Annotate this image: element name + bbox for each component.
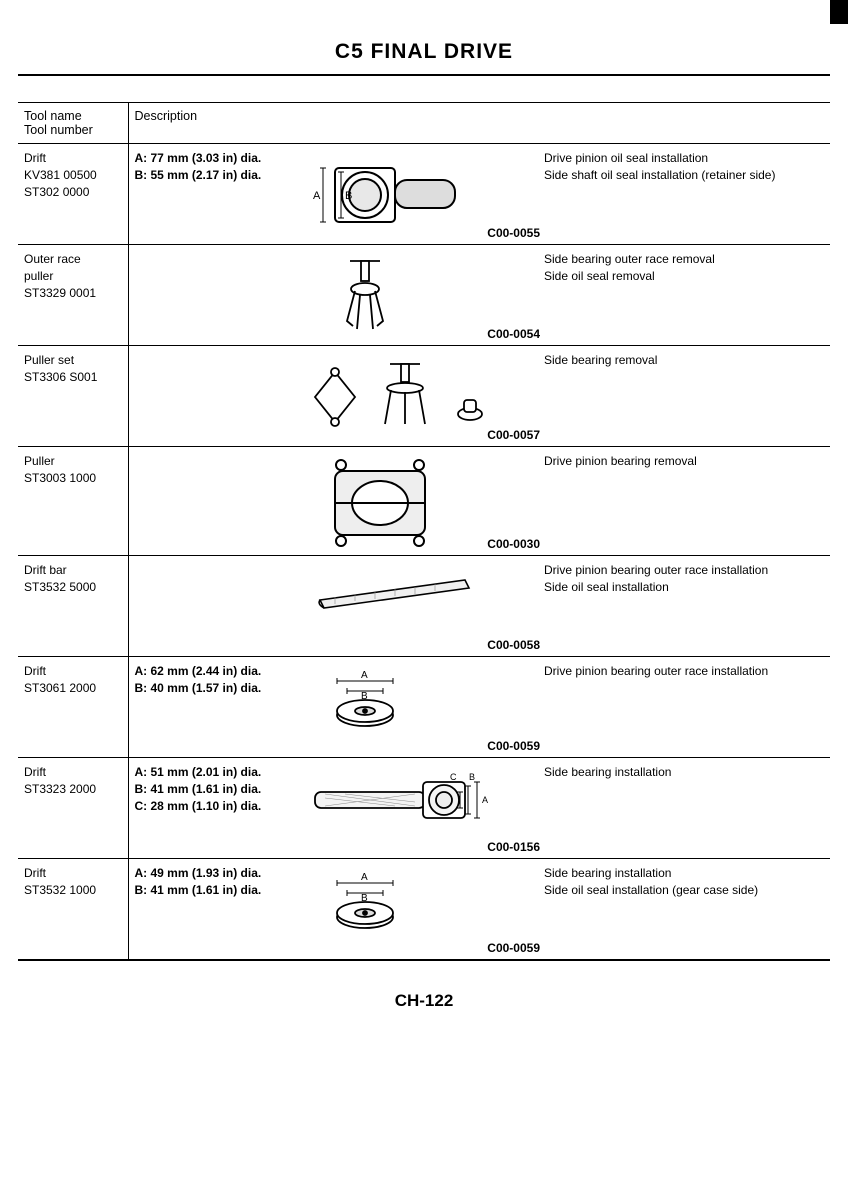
page-title: C5 FINAL DRIVE [18,40,830,64]
description-cell: C00-0058 Drive pinion bearing outer race … [128,556,830,657]
illustration: C00-0057 [305,352,545,444]
table-row: Drift barST3532 5000 C00-0058 Drive pinio… [18,556,830,657]
tool-name-cell: DriftST3532 1000 [18,859,128,961]
outer-race-puller-icon [305,251,425,341]
illustration: C00-0058 [305,562,545,654]
description-cell: A: 77 mm (3.03 in) dia.B: 55 mm (2.17 in… [128,144,830,245]
corner-mark [830,0,848,24]
page-number: CH-122 [18,991,830,1011]
tool-name-cell: Outer racepullerST3329 0001 [18,245,128,346]
svg-text:A: A [361,872,368,883]
tool-name-cell: Puller setST3306 S001 [18,346,128,447]
usage-text: Drive pinion bearing removal [544,453,824,553]
usage-text: Drive pinion bearing outer race installa… [544,562,824,654]
figure-ref: C00-0059 [487,941,540,955]
svg-text:C: C [450,772,457,782]
drift-small-icon: A B [305,865,425,945]
drift-handle-icon: A B C [305,764,505,834]
usage-text: Side bearing installationSide oil seal i… [544,865,824,957]
tool-name-cell: DriftKV381 00500ST302 0000 [18,144,128,245]
tool-name-text: DriftST3323 2000 [24,764,122,798]
figure-ref: C00-0057 [487,428,540,442]
figure-ref: C00-0058 [487,638,540,652]
usage-text: Side bearing installation [544,764,824,856]
col-header-name: Tool name Tool number [18,103,128,144]
spec-text: A: 51 mm (2.01 in) dia.B: 41 mm (1.61 in… [135,764,305,856]
col-header-desc: Description [128,103,830,144]
col-header-name-l2: Tool number [24,123,93,137]
table-row: DriftST3323 2000 A: 51 mm (2.01 in) dia.B… [18,758,830,859]
tool-name-cell: PullerST3003 1000 [18,447,128,556]
spec-text [135,562,305,654]
tool-table: Tool name Tool number Description DriftK… [18,102,830,961]
svg-text:B: B [345,190,352,202]
tool-name-cell: DriftST3323 2000 [18,758,128,859]
drift-bar-icon [305,562,495,622]
figure-ref: C00-0030 [487,537,540,551]
illustration: A B C C00-0156 [305,764,545,856]
table-row: Puller setST3306 S001 C00-0057 Side beari… [18,346,830,447]
illustration: C00-0054 [305,251,545,343]
tool-name-text: DriftKV381 00500ST302 0000 [24,150,122,200]
usage-text: Drive pinion bearing outer race installa… [544,663,824,755]
tool-name-text: PullerST3003 1000 [24,453,122,487]
figure-ref: C00-0156 [487,840,540,854]
table-row: Outer racepullerST3329 0001 C00-0054 Side… [18,245,830,346]
description-cell: C00-0054 Side bearing outer race removalS… [128,245,830,346]
table-row: DriftKV381 00500ST302 0000 A: 77 mm (3.03… [18,144,830,245]
illustration: A B C00-0059 [305,865,545,957]
svg-text:A: A [361,670,368,681]
description-cell: A: 51 mm (2.01 in) dia.B: 41 mm (1.61 in… [128,758,830,859]
svg-text:B: B [361,893,368,904]
illustration: C00-0030 [305,453,545,553]
spec-text [135,251,305,343]
figure-ref: C00-0055 [487,226,540,240]
svg-text:B: B [361,691,368,702]
title-rule [18,74,830,76]
description-cell: A: 49 mm (1.93 in) dia.B: 41 mm (1.61 in… [128,859,830,961]
spec-text: A: 62 mm (2.44 in) dia.B: 40 mm (1.57 in… [135,663,305,755]
tool-name-text: DriftST3532 1000 [24,865,122,899]
description-cell: C00-0057 Side bearing removal [128,346,830,447]
drift-small-icon: A B [305,663,425,743]
svg-text:B: B [469,772,475,782]
figure-ref: C00-0059 [487,739,540,753]
spec-text: A: 77 mm (3.03 in) dia.B: 55 mm (2.17 in… [135,150,305,242]
tool-name-cell: DriftST3061 2000 [18,657,128,758]
puller-icon [305,453,455,553]
spec-text [135,453,305,553]
tool-name-text: DriftST3061 2000 [24,663,122,697]
tool-name-text: Puller setST3306 S001 [24,352,122,386]
usage-text: Side bearing outer race removalSide oil … [544,251,824,343]
tool-name-cell: Drift barST3532 5000 [18,556,128,657]
figure-ref: C00-0054 [487,327,540,341]
description-cell: C00-0030 Drive pinion bearing removal [128,447,830,556]
svg-text:A: A [313,190,321,202]
illustration: A B C00-0059 [305,663,545,755]
drift-large-icon: A B [305,150,495,240]
usage-text: Side bearing removal [544,352,824,444]
spec-text: A: 49 mm (1.93 in) dia.B: 41 mm (1.61 in… [135,865,305,957]
tool-name-text: Outer racepullerST3329 0001 [24,251,122,301]
illustration: A B C00-0055 [305,150,545,242]
table-row: PullerST3003 1000 C00-0030 Drive pinion b… [18,447,830,556]
svg-text:A: A [482,795,488,805]
description-cell: A: 62 mm (2.44 in) dia.B: 40 mm (1.57 in… [128,657,830,758]
table-row: DriftST3061 2000 A: 62 mm (2.44 in) dia.B… [18,657,830,758]
col-header-name-l1: Tool name [24,109,82,123]
usage-text: Drive pinion oil seal installationSide s… [544,150,824,242]
tool-name-text: Drift barST3532 5000 [24,562,122,596]
table-row: DriftST3532 1000 A: 49 mm (1.93 in) dia.B… [18,859,830,961]
spec-text [135,352,305,444]
